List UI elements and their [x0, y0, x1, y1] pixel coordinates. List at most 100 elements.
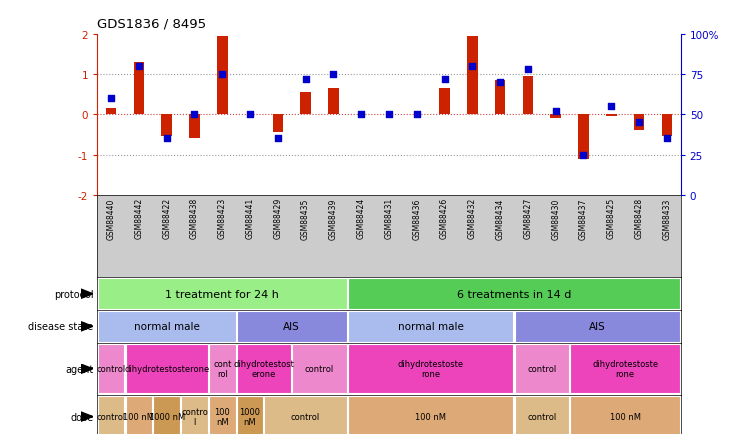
Bar: [162, 115, 172, 137]
Text: 100 nM: 100 nM: [610, 412, 640, 421]
Bar: [236, 311, 347, 342]
Point: [438, 76, 450, 83]
Bar: [570, 345, 680, 393]
Text: dose: dose: [70, 412, 94, 421]
Text: 6 treatments in 14 d: 6 treatments in 14 d: [457, 289, 571, 299]
Point: [633, 119, 645, 126]
Text: dihydrotestost
erone: dihydrotestost erone: [233, 360, 295, 378]
Text: contro
l: contro l: [181, 408, 208, 426]
Bar: [209, 345, 236, 393]
Text: 100 nM: 100 nM: [415, 412, 446, 421]
Text: control: control: [305, 365, 334, 373]
Bar: [236, 396, 263, 434]
Text: GSM88427: GSM88427: [524, 198, 533, 239]
Text: GSM88435: GSM88435: [301, 198, 310, 239]
Bar: [551, 115, 561, 119]
Bar: [272, 115, 283, 133]
Text: GSM88424: GSM88424: [357, 198, 366, 239]
Bar: [265, 396, 347, 434]
Point: [105, 95, 117, 102]
Text: AIS: AIS: [283, 322, 300, 332]
Bar: [181, 396, 208, 434]
Point: [188, 112, 200, 118]
Text: 100 nM: 100 nM: [123, 412, 154, 421]
Text: normal male: normal male: [134, 322, 200, 332]
Text: GSM88437: GSM88437: [579, 198, 588, 239]
Text: GSM88438: GSM88438: [190, 198, 199, 239]
Text: AIS: AIS: [589, 322, 606, 332]
Polygon shape: [81, 412, 93, 421]
Bar: [439, 89, 450, 115]
Text: protocol: protocol: [54, 289, 94, 299]
Bar: [301, 93, 311, 115]
Point: [550, 108, 562, 115]
Bar: [98, 396, 124, 434]
Text: control: control: [96, 365, 126, 373]
Text: 100
nM: 100 nM: [215, 408, 230, 426]
Point: [605, 103, 617, 110]
Text: 1000
nM: 1000 nM: [239, 408, 260, 426]
Text: GSM88441: GSM88441: [245, 198, 254, 239]
Bar: [98, 279, 347, 309]
Bar: [570, 396, 680, 434]
Text: GSM88423: GSM88423: [218, 198, 227, 239]
Bar: [348, 311, 513, 342]
Text: dihydrotestoste
rone: dihydrotestoste rone: [398, 360, 464, 378]
Text: disease state: disease state: [28, 322, 94, 332]
Bar: [153, 396, 180, 434]
Text: GSM88433: GSM88433: [662, 198, 671, 239]
Bar: [134, 63, 144, 115]
Bar: [106, 109, 117, 115]
Text: control: control: [291, 412, 320, 421]
Point: [272, 135, 283, 142]
Text: GSM88434: GSM88434: [496, 198, 505, 239]
Bar: [98, 311, 236, 342]
Text: control: control: [96, 412, 126, 421]
Point: [660, 135, 672, 142]
Bar: [348, 279, 680, 309]
Bar: [495, 81, 506, 115]
Text: GSM88440: GSM88440: [107, 198, 116, 239]
Text: GSM88436: GSM88436: [412, 198, 421, 239]
Bar: [523, 77, 533, 115]
Text: GSM88426: GSM88426: [440, 198, 449, 239]
Text: GSM88432: GSM88432: [468, 198, 476, 239]
Text: GSM88439: GSM88439: [329, 198, 338, 239]
Bar: [606, 115, 616, 117]
Point: [577, 151, 589, 158]
Polygon shape: [81, 289, 93, 299]
Bar: [467, 37, 477, 115]
Bar: [634, 115, 644, 131]
Point: [216, 71, 228, 78]
Bar: [348, 396, 513, 434]
Point: [383, 112, 395, 118]
Text: control: control: [527, 412, 557, 421]
Point: [244, 112, 256, 118]
Text: 1 treatment for 24 h: 1 treatment for 24 h: [165, 289, 279, 299]
Point: [300, 76, 312, 83]
Bar: [209, 396, 236, 434]
Text: cont
rol: cont rol: [213, 360, 231, 378]
Bar: [126, 396, 153, 434]
Text: GSM88442: GSM88442: [135, 198, 144, 239]
Text: GSM88425: GSM88425: [607, 198, 616, 239]
Text: GSM88422: GSM88422: [162, 198, 171, 239]
Bar: [236, 345, 291, 393]
Bar: [515, 311, 680, 342]
Bar: [217, 37, 227, 115]
Bar: [126, 345, 208, 393]
Point: [133, 63, 145, 70]
Text: GSM88431: GSM88431: [384, 198, 393, 239]
Text: normal male: normal male: [398, 322, 464, 332]
Bar: [661, 115, 672, 137]
Point: [411, 112, 423, 118]
Point: [328, 71, 340, 78]
Text: GDS1836 / 8495: GDS1836 / 8495: [97, 17, 206, 30]
Text: dihydrotestoste
rone: dihydrotestoste rone: [592, 360, 658, 378]
Point: [355, 112, 367, 118]
Point: [494, 79, 506, 86]
Text: agent: agent: [65, 364, 94, 374]
Polygon shape: [81, 364, 93, 374]
Text: dihydrotestosterone: dihydrotestosterone: [124, 365, 209, 373]
Bar: [348, 345, 513, 393]
